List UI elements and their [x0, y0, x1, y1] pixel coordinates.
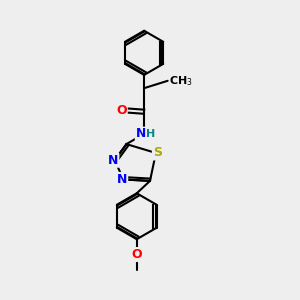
- Text: N: N: [117, 173, 127, 186]
- Text: H: H: [146, 129, 155, 139]
- Text: O: O: [131, 248, 142, 261]
- Text: CH$_3$: CH$_3$: [169, 74, 193, 88]
- Text: N: N: [135, 127, 146, 140]
- Text: S: S: [153, 146, 162, 159]
- Text: N: N: [108, 154, 119, 167]
- Text: O: O: [116, 104, 127, 117]
